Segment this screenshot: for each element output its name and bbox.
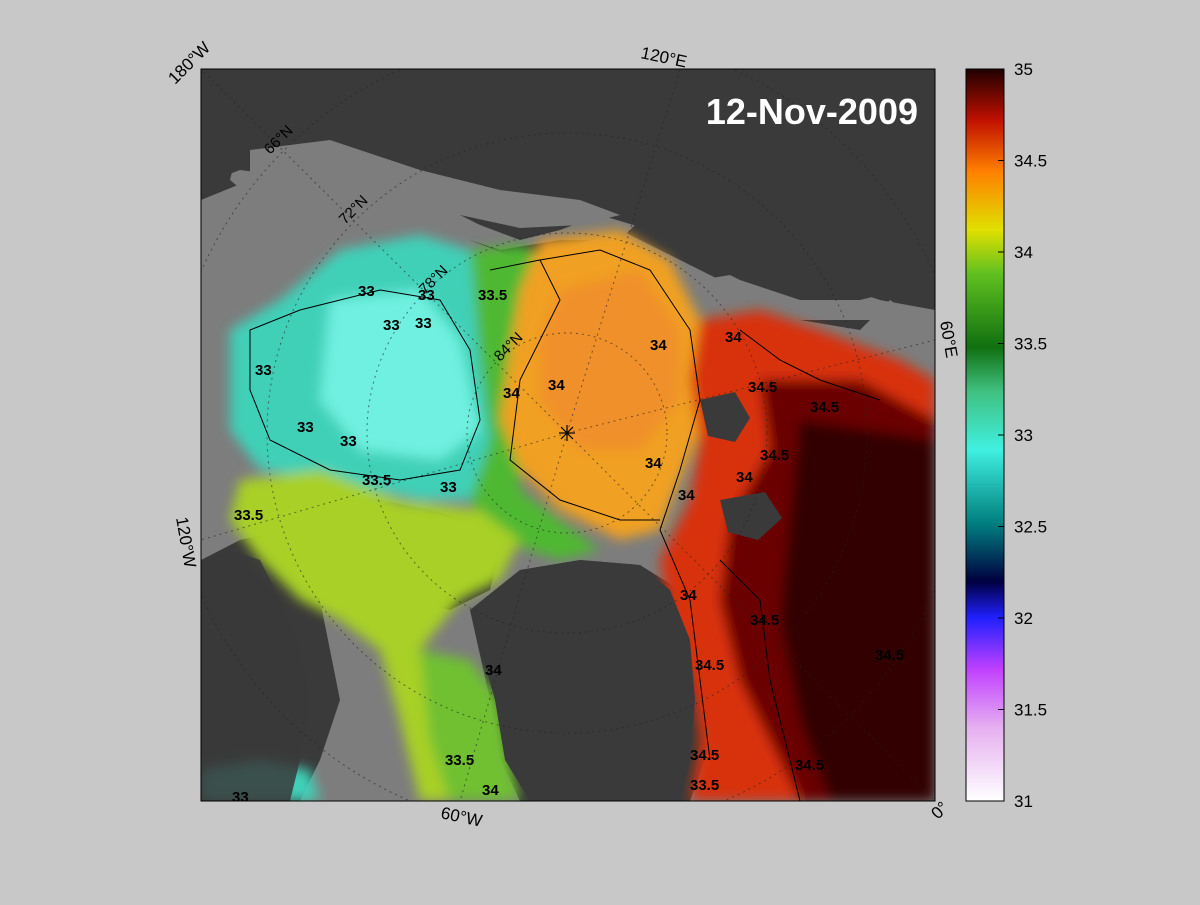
colorbar-tick-label: 32.5	[1014, 518, 1047, 537]
baffin-green	[420, 650, 520, 801]
contour-label: 33.5	[445, 752, 474, 769]
contour-label: 33	[415, 315, 432, 332]
contour-label: 34.5	[695, 657, 724, 674]
contour-label: 33	[418, 287, 435, 304]
contour-label: 34	[736, 469, 753, 486]
contour-label-group: 33 33 33 33 33 33 33 33 33 33.5 33.5 33.…	[232, 283, 904, 806]
contour-label: 33	[358, 283, 375, 300]
orange-core	[540, 270, 680, 450]
colorbar-tick-label: 33.5	[1014, 335, 1047, 354]
colorbar-tick-label: 33	[1014, 426, 1033, 445]
colorbar: 35 34.5 34 33.5 33 32.5 32 31.5 31	[965, 60, 1047, 811]
north-pole-marker	[559, 425, 575, 441]
colorbar-tick-label: 34	[1014, 243, 1033, 262]
map-area: 33 33 33 33 33 33 33 33 33 33.5 33.5 33.…	[201, 69, 935, 806]
colorbar-tick-label: 35	[1014, 60, 1033, 79]
colorbar-tick-label: 31	[1014, 792, 1033, 811]
lon-label-120w: 120°W	[172, 515, 200, 569]
contour-label: 34	[645, 455, 662, 472]
contour-lines	[249, 249, 881, 801]
contour-label: 34.5	[875, 647, 904, 664]
contour-label: 34.5	[750, 612, 779, 629]
colorbar-tick-label: 32	[1014, 609, 1033, 628]
atlantic-darkest	[780, 420, 935, 801]
colorbar-tick-label: 31.5	[1014, 701, 1047, 720]
contour-label: 34	[725, 329, 742, 346]
transition-green	[470, 245, 600, 560]
contour-label: 33	[340, 433, 357, 450]
lon-label-60w: 60°W	[439, 803, 484, 830]
contour-label: 33	[255, 362, 272, 379]
date-stamp: 12-Nov-2009	[706, 91, 918, 132]
contour-label: 34	[650, 337, 667, 354]
contour-label: 34.5	[748, 379, 777, 396]
contour-label: 33.5	[478, 287, 507, 304]
lon-label-120e: 120°E	[639, 43, 688, 71]
contour-label: 34.5	[690, 747, 719, 764]
contour-label: 33	[440, 479, 457, 496]
pale-cyan-core	[320, 290, 480, 460]
colorbar-tick-label: 34.5	[1014, 152, 1047, 171]
contour-label: 34	[548, 377, 565, 394]
contour-label: 34.5	[795, 757, 824, 774]
contour-label: 33.5	[362, 472, 391, 489]
contour-label: 34.5	[810, 399, 839, 416]
contour-label: 33	[232, 789, 249, 806]
contour-label: 34	[678, 487, 695, 504]
contour-label: 33.5	[690, 777, 719, 794]
contour-label: 33.5	[234, 507, 263, 524]
lon-label-60e: 60°E	[936, 319, 961, 359]
contour-label: 33	[297, 419, 314, 436]
contour-label: 34	[680, 587, 697, 604]
contour-label: 34	[485, 662, 502, 679]
contour-label: 34.5	[760, 447, 789, 464]
lon-label-0: 0°	[927, 798, 952, 823]
contour-label: 34	[482, 782, 499, 799]
contour-label: 34	[503, 385, 520, 402]
map-frame	[200, 68, 936, 802]
contour-label: 33	[383, 317, 400, 334]
